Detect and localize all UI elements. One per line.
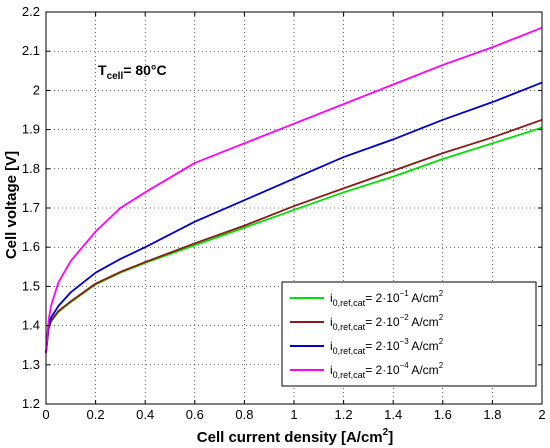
x-tick-label: 1 bbox=[290, 407, 297, 422]
series-lines bbox=[45, 26, 543, 354]
x-tick-label: 1.2 bbox=[335, 407, 353, 422]
y-tick-label: 2 bbox=[33, 82, 40, 97]
x-axis-label: Cell current density [A/cm2] bbox=[197, 427, 393, 446]
series-line-4 bbox=[45, 26, 543, 354]
y-tick-labels: 1.2 1.3 1.4 1.5 1.6 1.7 1.8 1.9 2 2.1 2.2 bbox=[22, 4, 40, 411]
x-tick-label: 0.2 bbox=[87, 407, 105, 422]
x-tick-label: 1.6 bbox=[434, 407, 452, 422]
series-line-2 bbox=[45, 118, 543, 354]
y-axis-label: Cell voltage [V] bbox=[3, 151, 20, 259]
x-tick-label: 0.6 bbox=[186, 407, 204, 422]
legend-label-4: i0,ref,cat= 2·10−4 A/cm2 bbox=[330, 361, 444, 380]
y-tick-label: 1.4 bbox=[22, 318, 40, 333]
x-tick-label: 2 bbox=[538, 407, 545, 422]
y-tick-label: 1.7 bbox=[22, 200, 40, 215]
legend-label-3: i0,ref,cat= 2·10−3 A/cm2 bbox=[330, 337, 444, 356]
legend-label-1: i0,ref,cat= 2·10−1 A/cm2 bbox=[330, 289, 444, 308]
x-tick-label: 0.4 bbox=[136, 407, 154, 422]
x-tick-label: 0 bbox=[42, 407, 49, 422]
y-tick-label: 2.2 bbox=[22, 4, 40, 19]
y-tick-label: 1.6 bbox=[22, 239, 40, 254]
y-tick-label: 1.8 bbox=[22, 161, 40, 176]
x-tick-label: 1.8 bbox=[483, 407, 501, 422]
y-tick-label: 2.1 bbox=[22, 43, 40, 58]
legend-label-2: i0,ref,cat= 2·10−2 A/cm2 bbox=[330, 313, 444, 332]
x-tick-labels: 0 0.2 0.4 0.6 0.8 1 1.2 1.4 1.6 1.8 2 bbox=[42, 407, 545, 422]
y-tick-label: 1.3 bbox=[22, 357, 40, 372]
x-tick-label: 1.4 bbox=[384, 407, 402, 422]
legend-box bbox=[281, 281, 537, 387]
x-tick-label: 0.8 bbox=[235, 407, 253, 422]
axis-ticks bbox=[45, 11, 543, 405]
series-line-3 bbox=[45, 81, 543, 354]
temperature-annotation: Tcell= 80°C bbox=[98, 62, 167, 82]
y-tick-label: 1.9 bbox=[22, 122, 40, 137]
y-tick-label: 1.2 bbox=[22, 396, 40, 411]
legend: i0,ref,cat= 2·10−1 A/cm2 i0,ref,cat= 2·10… bbox=[281, 281, 537, 387]
y-tick-label: 1.5 bbox=[22, 278, 40, 293]
